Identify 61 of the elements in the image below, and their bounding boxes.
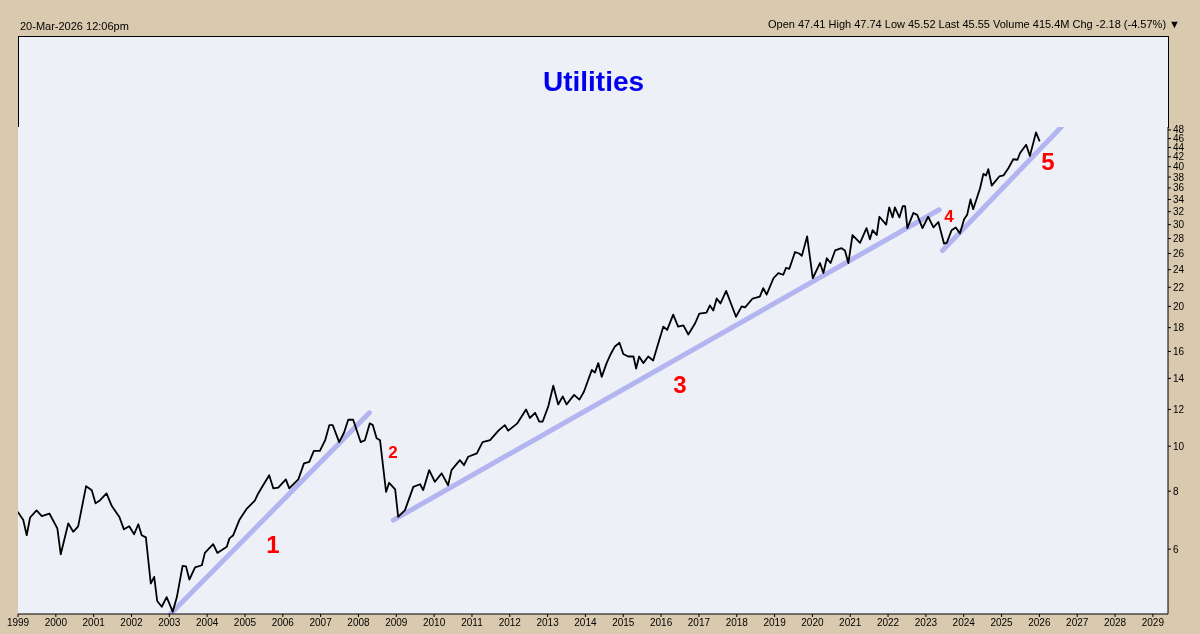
y-tick-label: 18 [1173, 322, 1185, 334]
x-tick-label: 2024 [952, 617, 976, 629]
x-tick-label: 2019 [763, 617, 787, 629]
x-tick-label: 2008 [347, 617, 371, 629]
x-tick-label: 2021 [839, 617, 862, 629]
text: 20-Mar-2026 12:06pm [20, 20, 129, 32]
y-tick-label: 14 [1173, 372, 1185, 384]
y-tick-label: 30 [1173, 219, 1185, 231]
x-tick-label: 2028 [1103, 617, 1127, 629]
x-tick-label: 2029 [1141, 617, 1165, 629]
x-tick-label: 2005 [233, 617, 257, 629]
x-tick-label: 2004 [196, 617, 219, 629]
text: Open 47.41 High 47.74 Low 45.52 Last 45.55 Volume 415.4M Chg -2.18 (-4.57%) ▼ [767, 18, 1180, 30]
x-tick-label: 2001 [82, 617, 106, 629]
chart-title: Utilities [542, 66, 645, 98]
y-tick-label: 24 [1173, 264, 1185, 276]
annotation: 1 [266, 531, 280, 558]
annotation: 3 [673, 371, 687, 398]
y-tick-label: 22 [1173, 281, 1185, 293]
y-tick-label: 40 [1173, 161, 1185, 173]
x-tick-label: 1999 [6, 617, 30, 629]
y-tick-label: 6 [1173, 543, 1179, 555]
x-tick-label: 2027 [1066, 617, 1089, 629]
y-tick-label: 16 [1173, 345, 1185, 357]
y-tick-label: 44 [1173, 142, 1185, 154]
x-tick-label: 2003 [158, 617, 181, 629]
x-tick-label: 2006 [271, 617, 295, 629]
y-tick-label: 48 [1173, 124, 1185, 136]
x-tick-label: 2007 [309, 617, 333, 629]
y-tick-label: 38 [1173, 171, 1185, 183]
y-tick-label: 36 [1173, 182, 1185, 194]
x-tick-label: 2023 [914, 617, 938, 629]
x-tick-label: 2016 [649, 617, 673, 629]
y-tick-label: 10 [1173, 440, 1185, 452]
x-tick-label: 2010 [422, 617, 446, 629]
x-tick-label: 2011 [461, 617, 484, 629]
x-tick-label: 2022 [876, 617, 900, 629]
x-tick-label: 2020 [801, 617, 824, 629]
x-tick-label: 2000 [44, 617, 68, 629]
y-tick-label: 8 [1173, 485, 1179, 497]
x-tick-label: 2013 [536, 617, 560, 629]
y-tick-label: 46 [1173, 133, 1185, 145]
x-tick-label: 2009 [385, 617, 408, 629]
y-tick-label: 28 [1173, 233, 1185, 245]
y-tick-label: 42 [1173, 151, 1185, 163]
x-tick-label: 2012 [498, 617, 522, 629]
x-tick-label: 2015 [612, 617, 635, 629]
x-tick-label: 2002 [120, 617, 144, 629]
y-tick-label: 34 [1173, 193, 1185, 205]
y-tick-label: 26 [1173, 248, 1185, 260]
x-tick-label: 2025 [990, 617, 1014, 629]
x-tick-label: 2018 [725, 617, 749, 629]
annotation: 2 [388, 442, 398, 462]
y-tick-label: 12 [1173, 403, 1185, 415]
x-tick-label: 2014 [574, 617, 597, 629]
x-tick-label: 2017 [687, 617, 711, 629]
annotation: 4 [944, 206, 954, 226]
x-tick-label: 2026 [1028, 617, 1051, 629]
y-tick-label: 32 [1173, 206, 1185, 218]
annotation: 5 [1041, 148, 1055, 175]
y-tick-label: 20 [1173, 300, 1185, 312]
